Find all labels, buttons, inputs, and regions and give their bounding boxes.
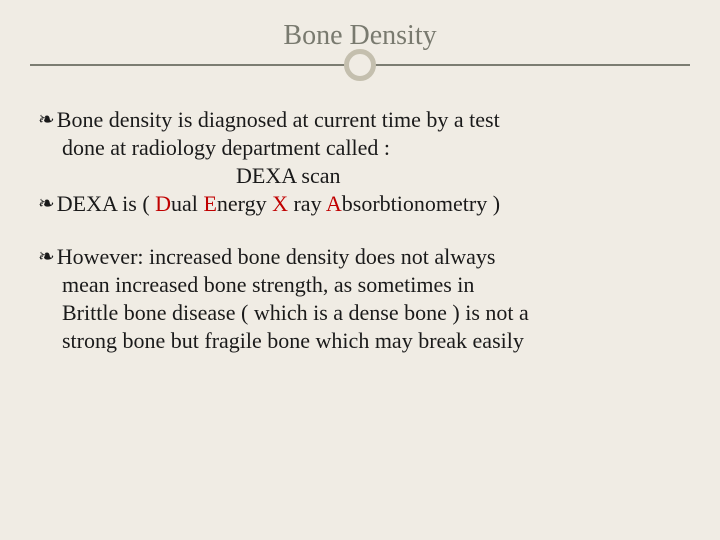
para1-text-line2: done at radiology department called :	[62, 134, 682, 162]
para2-x: X	[272, 191, 288, 216]
para2-e-rest: nergy	[217, 191, 272, 216]
bullet-icon: ❧	[38, 108, 55, 134]
slide-container: Bone Density ❧ Bone density is diagnosed…	[0, 0, 720, 540]
para2-a-rest: bsorbtionometry )	[342, 191, 500, 216]
para3-text-line3: Brittle bone disease ( which is a dense …	[62, 299, 682, 327]
circle-ornament-icon	[344, 49, 376, 81]
para3-text-line2: mean increased bone strength, as sometim…	[62, 271, 682, 299]
para2-a: A	[326, 191, 342, 216]
para2-d-rest: ual	[171, 191, 203, 216]
bullet-line-3: ❧ However: increased bone density does n…	[38, 243, 682, 271]
bullet-line-1: ❧ Bone density is diagnosed at current t…	[38, 106, 682, 134]
slide-content: ❧ Bone density is diagnosed at current t…	[30, 106, 690, 355]
bullet-icon: ❧	[38, 192, 55, 218]
para2-text: DEXA is ( Dual Energy X ray Absorbtionom…	[57, 190, 500, 218]
paragraph-3: ❧ However: increased bone density does n…	[38, 243, 682, 356]
para2-x-rest: ray	[288, 191, 326, 216]
paragraph-1: ❧ Bone density is diagnosed at current t…	[38, 106, 682, 219]
para3-text-line4: strong bone but fragile bone which may b…	[62, 327, 682, 355]
bullet-icon: ❧	[38, 245, 55, 271]
para3-text-line1: However: increased bone density does not…	[57, 243, 496, 271]
para2-e: E	[203, 191, 216, 216]
title-area: Bone Density	[30, 20, 690, 66]
para1-text-line1: Bone density is diagnosed at current tim…	[57, 106, 500, 134]
para1-text-line3: DEXA scan	[236, 162, 682, 190]
divider-line	[30, 64, 690, 66]
para2-d: D	[155, 191, 171, 216]
bullet-line-2: ❧ DEXA is ( Dual Energy X ray Absorbtion…	[38, 190, 682, 218]
para2-prefix: DEXA is (	[57, 191, 155, 216]
